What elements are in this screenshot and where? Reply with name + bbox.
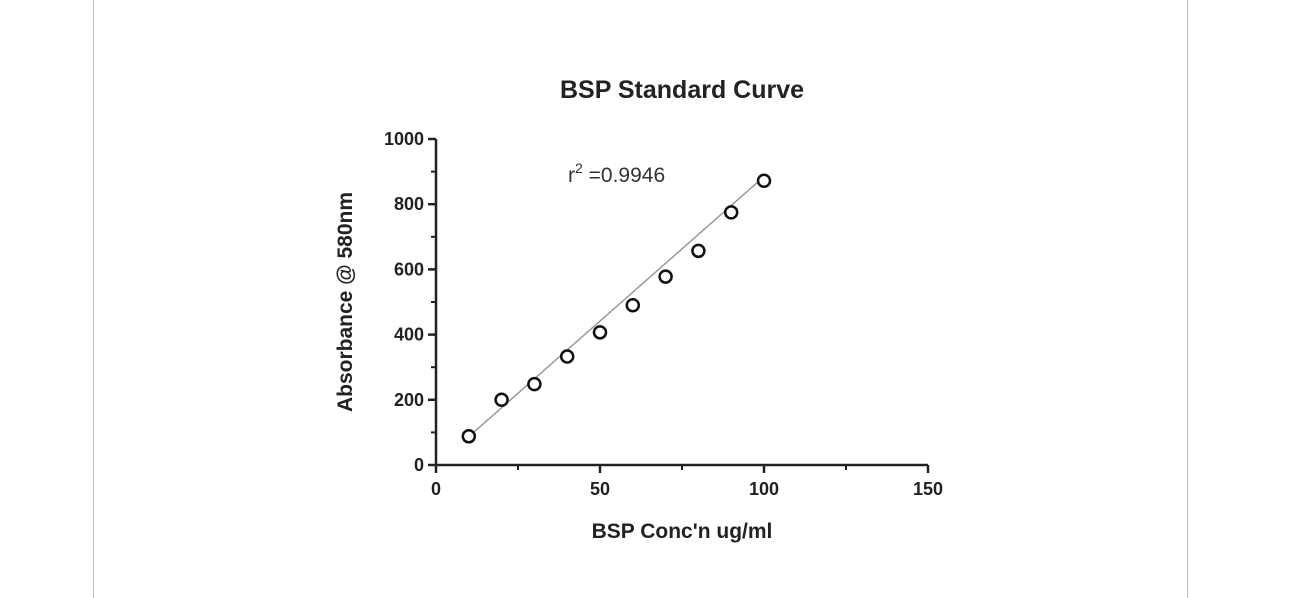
- data-point: [494, 392, 509, 408]
- data-point: [658, 269, 673, 284]
- y-tick-label: 200: [394, 390, 424, 410]
- chart-title: BSP Standard Curve: [560, 76, 804, 104]
- y-axis-label: Absorbance @ 580nm: [334, 192, 357, 412]
- r-squared-value: =0.9946: [583, 164, 665, 187]
- data-point: [461, 429, 477, 444]
- y-tick-label: 0: [414, 455, 424, 475]
- regression-line: [468, 176, 765, 438]
- y-tick-label: 1000: [384, 129, 424, 149]
- r-squared-exponent: 2: [575, 160, 583, 176]
- data-point: [527, 376, 542, 392]
- y-tick-label: 600: [394, 259, 424, 279]
- data-point: [691, 243, 706, 259]
- x-tick-label: 150: [913, 479, 943, 499]
- fit-line-group: [468, 176, 765, 438]
- data-point: [625, 298, 641, 313]
- r-squared-base: r: [568, 164, 575, 187]
- y-tick-label: 400: [394, 325, 424, 345]
- x-tick-label: 0: [431, 479, 441, 499]
- y-tick-label: 800: [394, 194, 424, 214]
- axes: [434, 139, 928, 467]
- r-squared-annotation: r2 =0.9946: [568, 160, 665, 187]
- ticks: 0 200 400 600 800 1000 0 50 100 150: [384, 129, 943, 499]
- data-point: [559, 349, 575, 364]
- data-point: [723, 205, 739, 220]
- x-tick-label: 50: [590, 479, 610, 499]
- x-axis-label: BSP Conc'n ug/ml: [592, 520, 773, 543]
- chart-frame: [93, 0, 1188, 598]
- data-points: [461, 173, 772, 444]
- data-point: [756, 173, 772, 188]
- data-point: [592, 325, 608, 340]
- x-tick-label: 100: [749, 479, 779, 499]
- chart-svg: BSP Standard Curve 0 200 400 600 800 1000 0 50 1…: [334, 76, 943, 543]
